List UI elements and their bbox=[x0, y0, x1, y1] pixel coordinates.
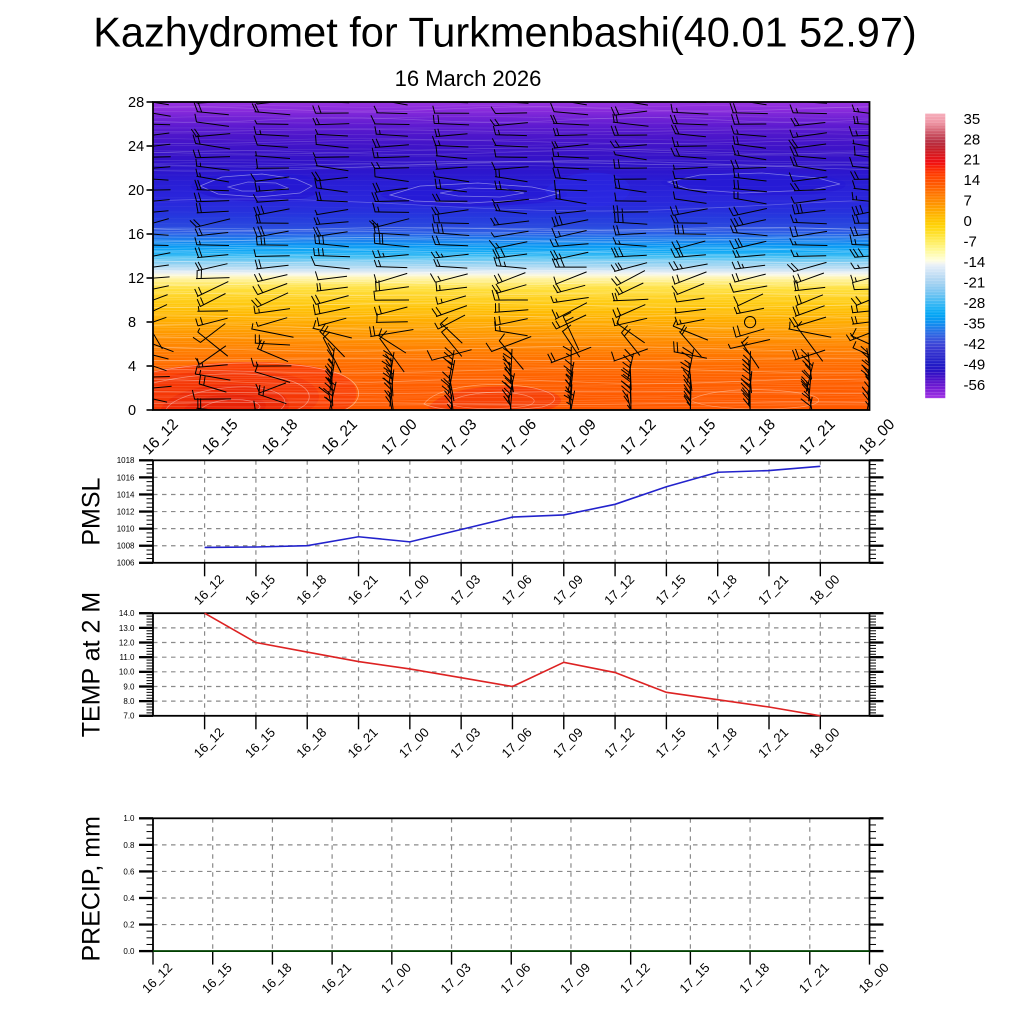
svg-text:12.0: 12.0 bbox=[119, 638, 135, 647]
svg-text:1016: 1016 bbox=[117, 473, 135, 482]
svg-text:28: 28 bbox=[964, 131, 981, 148]
svg-text:1.0: 1.0 bbox=[123, 814, 135, 823]
svg-text:PRECIP, mm: PRECIP, mm bbox=[78, 816, 106, 961]
svg-text:7.0: 7.0 bbox=[123, 712, 135, 721]
svg-text:0.4: 0.4 bbox=[123, 894, 135, 903]
svg-text:PMSL: PMSL bbox=[78, 477, 106, 545]
svg-text:-7: -7 bbox=[964, 234, 977, 251]
svg-text:0.2: 0.2 bbox=[123, 920, 135, 929]
svg-text:-21: -21 bbox=[964, 275, 986, 292]
svg-text:0: 0 bbox=[964, 213, 972, 230]
svg-text:0.6: 0.6 bbox=[123, 867, 135, 876]
svg-text:11.0: 11.0 bbox=[120, 653, 136, 662]
svg-text:0.8: 0.8 bbox=[123, 841, 135, 850]
svg-text:4: 4 bbox=[128, 359, 136, 375]
svg-text:-28: -28 bbox=[964, 295, 986, 312]
svg-text:16: 16 bbox=[128, 227, 144, 243]
svg-text:35: 35 bbox=[964, 111, 981, 128]
svg-text:1018: 1018 bbox=[117, 456, 135, 465]
svg-text:28: 28 bbox=[128, 95, 144, 111]
svg-text:24: 24 bbox=[128, 139, 144, 155]
svg-text:20: 20 bbox=[128, 183, 144, 199]
svg-text:8: 8 bbox=[128, 315, 136, 331]
svg-text:12: 12 bbox=[128, 271, 144, 287]
svg-text:0.0: 0.0 bbox=[123, 947, 135, 956]
svg-text:-56: -56 bbox=[964, 377, 986, 394]
svg-text:0: 0 bbox=[128, 403, 136, 419]
svg-text:21: 21 bbox=[964, 152, 981, 169]
svg-text:10.0: 10.0 bbox=[119, 668, 135, 677]
svg-text:13.0: 13.0 bbox=[119, 624, 135, 633]
svg-text:9.0: 9.0 bbox=[123, 682, 135, 691]
svg-text:-35: -35 bbox=[964, 315, 986, 332]
svg-text:8.0: 8.0 bbox=[123, 697, 135, 706]
svg-text:-42: -42 bbox=[964, 336, 986, 353]
svg-text:1014: 1014 bbox=[117, 490, 135, 499]
svg-text:1008: 1008 bbox=[117, 542, 135, 551]
svg-text:1010: 1010 bbox=[117, 525, 135, 534]
svg-text:Kazhydromet for Turkmenbashi(4: Kazhydromet for Turkmenbashi(40.01 52.97… bbox=[93, 9, 917, 56]
svg-text:1012: 1012 bbox=[117, 507, 135, 516]
svg-text:-14: -14 bbox=[964, 254, 986, 271]
svg-text:16 March 2026: 16 March 2026 bbox=[395, 66, 542, 91]
svg-text:1006: 1006 bbox=[117, 559, 135, 568]
svg-text:14: 14 bbox=[964, 172, 981, 189]
svg-text:-49: -49 bbox=[964, 356, 986, 373]
svg-text:7: 7 bbox=[964, 193, 972, 210]
svg-text:TEMP at 2 M: TEMP at 2 M bbox=[78, 592, 106, 737]
svg-text:14.0: 14.0 bbox=[119, 609, 135, 618]
